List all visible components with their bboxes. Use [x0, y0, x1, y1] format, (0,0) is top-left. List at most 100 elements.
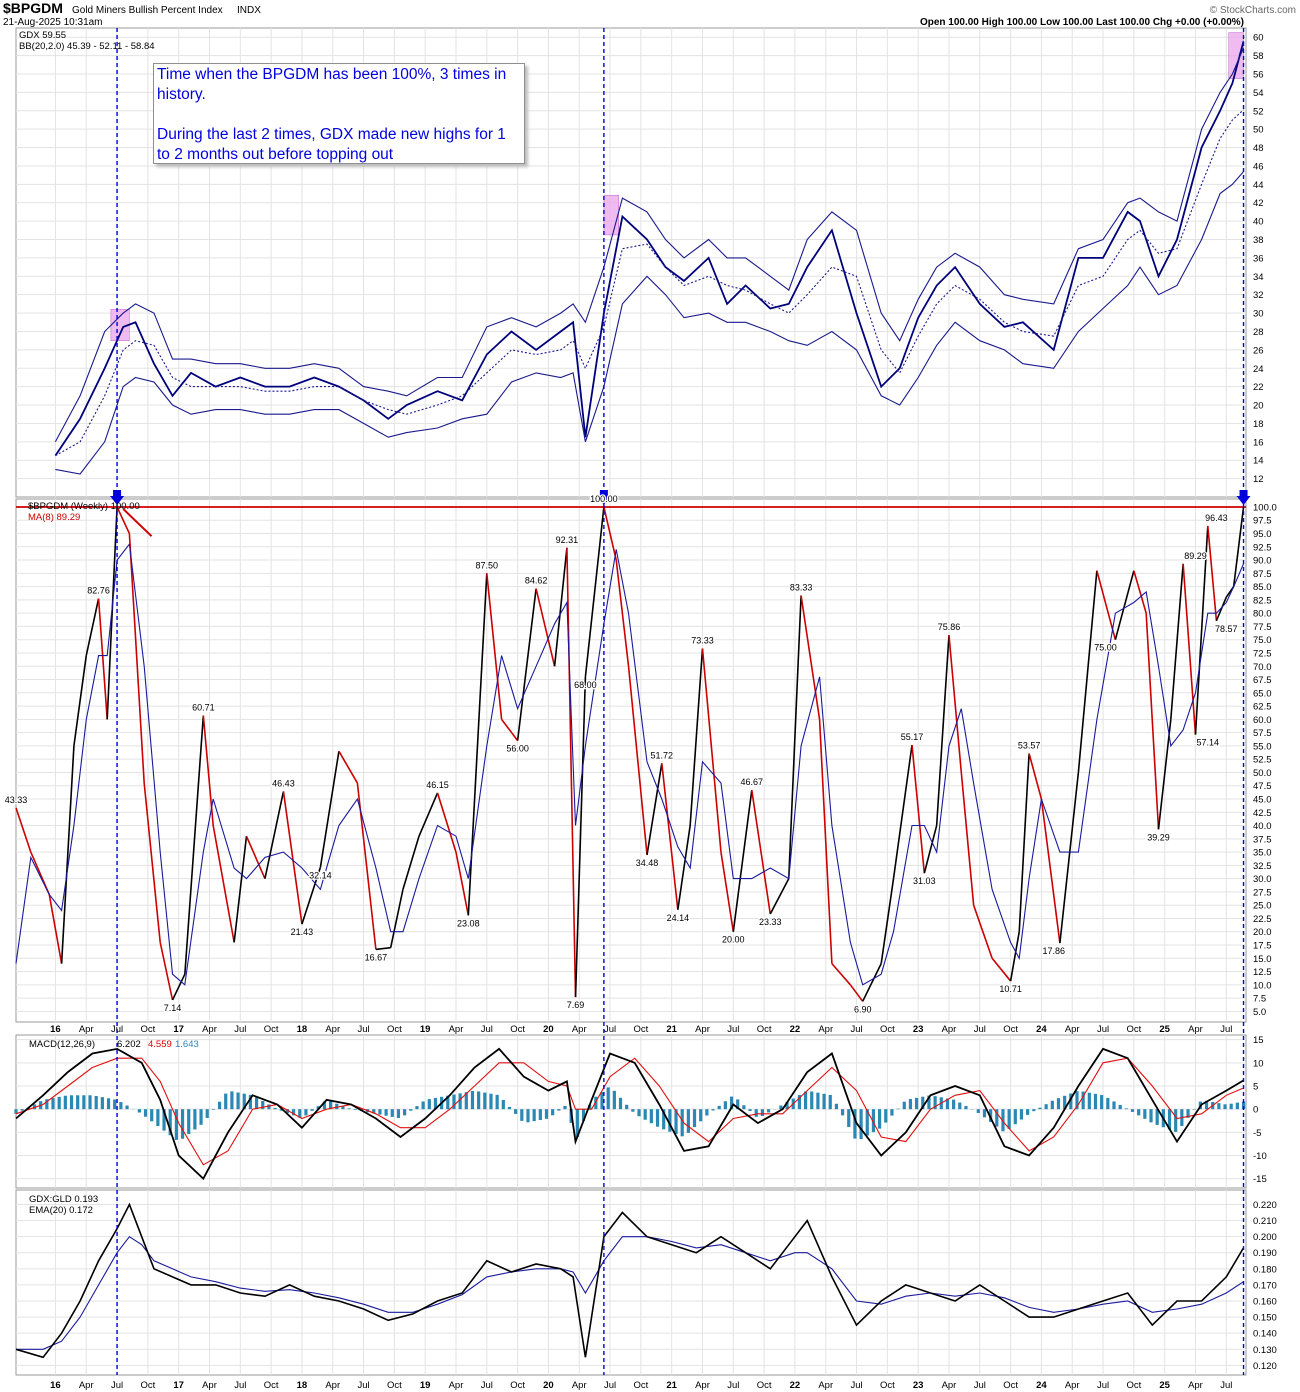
macd-histogram-bar	[125, 1105, 129, 1110]
y-tick-label: 34	[1253, 272, 1264, 283]
y-tick-label: 28	[1253, 327, 1264, 338]
macd-histogram-bar	[1069, 1093, 1073, 1110]
bpgdm-segment	[116, 506, 131, 534]
bpgdm-segment	[677, 825, 691, 910]
macd-histogram-bar	[612, 1090, 616, 1110]
y-tick-label: 20	[1253, 401, 1264, 412]
macd-histogram-bar	[538, 1109, 542, 1120]
macd-histogram-bar	[1038, 1107, 1042, 1110]
data-label: 32.14	[309, 870, 332, 880]
macd-histogram-bar	[298, 1109, 302, 1118]
x-tick-label: Apr	[572, 1024, 587, 1035]
macd-histogram-bar	[464, 1092, 468, 1110]
macd-histogram-bar	[45, 1099, 49, 1110]
bpgdm-segment	[375, 946, 391, 951]
macd-histogram-bar	[378, 1109, 382, 1115]
x-tick-label: 17	[173, 1024, 184, 1035]
macd-histogram-bar	[785, 1102, 789, 1110]
macd-histogram-bar	[692, 1109, 697, 1128]
macd-histogram-bar	[828, 1094, 832, 1110]
bpgdm-segment	[60, 745, 75, 964]
data-label: 78.57	[1215, 624, 1238, 634]
macd-histogram-bar	[254, 1097, 259, 1110]
x-tick-label: Apr	[1065, 1380, 1080, 1391]
x-tick-label: Jul	[604, 1380, 616, 1391]
macd-histogram-bar	[322, 1101, 327, 1110]
macd-histogram-bar	[1081, 1091, 1085, 1110]
macd-histogram-bar	[865, 1109, 869, 1136]
panel-frame-2	[15, 498, 1247, 1023]
down-arrow-icon	[110, 490, 125, 505]
macd-histogram-bar	[1217, 1103, 1221, 1110]
macd-histogram-bar	[1112, 1101, 1116, 1110]
x-tick-label: Jul	[604, 1024, 616, 1035]
macd-histogram-bar	[180, 1109, 185, 1139]
macd-histogram-bar	[162, 1109, 166, 1131]
legend-gdx: GDX 59.55	[19, 30, 66, 41]
y-tick-label: 95.0	[1253, 529, 1272, 540]
macd-histogram-bar	[347, 1108, 351, 1110]
gdx-price-line	[54, 41, 1245, 457]
date-label: 21-Aug-2025 10:31am	[3, 17, 103, 28]
y-tick-label: 14	[1253, 456, 1264, 467]
y-tick-label: 52	[1253, 106, 1264, 117]
macd-histogram-bar	[754, 1109, 758, 1117]
bpgdm-segment	[701, 648, 722, 853]
x-tick-label: Jul	[111, 1024, 123, 1035]
macd-histogram-bar	[273, 1107, 277, 1110]
macd-histogram-bar	[1186, 1109, 1190, 1118]
data-label: 75.00	[1094, 643, 1117, 653]
macd-histogram-bar	[514, 1109, 518, 1114]
y-tick-label: 58	[1253, 51, 1264, 62]
y-tick-label: 22	[1253, 382, 1264, 393]
y-tick-label: 12	[1253, 474, 1264, 485]
bpgdm-segment	[800, 595, 821, 720]
y-tick-label: 7.5	[1253, 994, 1266, 1005]
macd-histogram-bar	[1223, 1104, 1227, 1110]
data-label: 7.14	[164, 1003, 182, 1013]
macd-histogram-bar	[1167, 1109, 1172, 1130]
legend-ema20: EMA(20) 0.172	[29, 1205, 93, 1216]
macd-histogram-bar	[995, 1109, 999, 1127]
macd-histogram-bar	[680, 1109, 684, 1137]
macd-histogram-bar	[1063, 1095, 1067, 1110]
data-label: 10.71	[999, 984, 1022, 994]
bpgdm-segment	[48, 894, 63, 964]
macd-histogram-bar	[335, 1103, 339, 1110]
macd-histogram-bar	[921, 1096, 925, 1110]
x-tick-label: Oct	[757, 1024, 772, 1035]
y-tick-label: 17.5	[1253, 941, 1272, 952]
x-tick-label: 20	[543, 1024, 554, 1035]
bpgdm-segment	[566, 547, 577, 998]
x-tick-label: Apr	[1188, 1380, 1203, 1391]
bpgdm-segment	[1018, 753, 1030, 932]
bpgdm-segment	[960, 772, 975, 906]
data-label: 53.57	[1018, 740, 1041, 750]
macd-histogram-bar	[1026, 1109, 1030, 1115]
macd-histogram-bar	[372, 1109, 376, 1114]
down-arrow-icon	[1236, 490, 1251, 505]
bpgdm-segment	[1215, 596, 1228, 622]
x-tick-label: Oct	[633, 1024, 648, 1035]
y-tick-label: 0.210	[1253, 1216, 1277, 1227]
ohlc-label: Open 100.00 High 100.00 Low 100.00 Last …	[920, 17, 1244, 28]
y-tick-label: 60	[1253, 33, 1264, 44]
macd-histogram-bar	[230, 1091, 234, 1110]
y-tick-label: 0.190	[1253, 1248, 1277, 1259]
x-tick-label: Jul	[1220, 1380, 1232, 1391]
macd-histogram-bar	[316, 1106, 320, 1110]
y-tick-label: 44	[1253, 180, 1264, 191]
macd-histogram-bar	[890, 1109, 894, 1116]
macd-histogram-bar	[501, 1099, 505, 1110]
legend-bb: BB(20,2.0) 45.39 - 52.11 - 58.84	[19, 41, 155, 52]
macd-histogram-bar	[699, 1109, 703, 1122]
ma8-line	[15, 542, 1245, 986]
y-tick-label: 5.0	[1253, 1007, 1266, 1018]
macd-histogram-bar	[1044, 1104, 1048, 1110]
macd-histogram-bar	[674, 1109, 678, 1135]
x-tick-label: Apr	[818, 1024, 833, 1035]
macd-histogram-bar	[884, 1109, 888, 1123]
bpgdm-segment	[769, 878, 790, 915]
macd-histogram-bar	[310, 1109, 314, 1111]
bpgdm-segment	[831, 963, 851, 986]
